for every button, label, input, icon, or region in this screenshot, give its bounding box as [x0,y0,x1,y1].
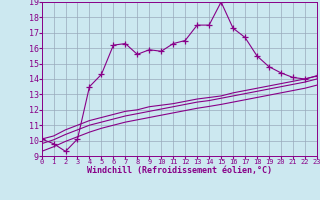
X-axis label: Windchill (Refroidissement éolien,°C): Windchill (Refroidissement éolien,°C) [87,166,272,175]
